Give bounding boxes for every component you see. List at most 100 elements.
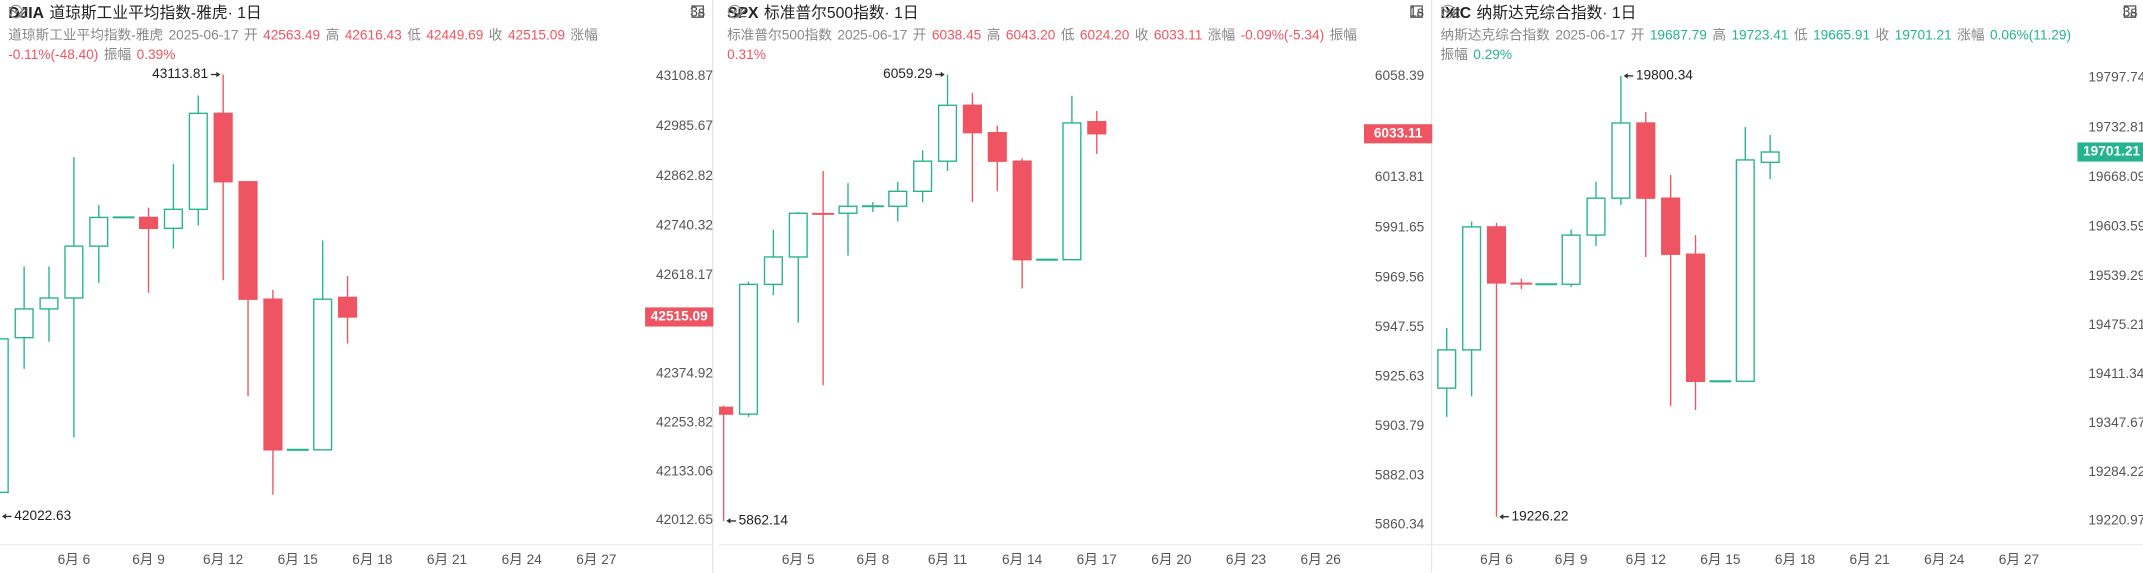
refresh-rate: 3s xyxy=(2122,4,2138,21)
y-tick-label: 5969.56 xyxy=(1375,269,1424,284)
extreme-label: 43113.81 xyxy=(152,66,208,81)
quote-changeval: -0.11%(-48.40) xyxy=(8,47,99,63)
candle-body xyxy=(1685,253,1706,382)
quote-highval: 6043.20 xyxy=(1005,28,1056,44)
price-tag xyxy=(1363,124,1433,144)
chart-panel: 6058.39 6013.81 5991.65 5969.56 5947.55 5925.… xyxy=(718,0,1433,573)
x-tick-label: 6月 23 xyxy=(1226,552,1266,567)
chart: 43108.87 42985.67 42862.82 42740.32 42618.17… xyxy=(0,0,714,573)
quote-subname: 道琼斯工业平均指数-雅虎 xyxy=(8,28,164,44)
extreme-label: 6059.29 xyxy=(883,66,932,81)
extreme-label: 5862.14 xyxy=(739,513,789,528)
index-name: 纳斯达克综合指数 xyxy=(1476,5,1603,22)
y-tick-label: 19347.67 xyxy=(2088,415,2143,430)
header-title-row: IXIC 纳斯达克综合指数 · 1日 xyxy=(1441,4,2083,25)
y-tick-label: 42133.06 xyxy=(656,463,713,478)
quote-lowval: 6024.20 xyxy=(1079,28,1130,44)
index-name: 标准普尔500指数 xyxy=(764,5,885,22)
y-tick-label: 42862.82 xyxy=(656,168,713,183)
y-tick-label: 19475.21 xyxy=(2088,317,2143,332)
quote-lowval: 42449.69 xyxy=(426,28,484,44)
quote-high: 高 xyxy=(986,28,1001,44)
quote-close: 收 xyxy=(1875,28,1890,44)
price-tag-label: 42515.09 xyxy=(651,309,708,324)
candle-body xyxy=(738,283,759,415)
y-tick-label: 42985.67 xyxy=(656,118,713,133)
candle-body xyxy=(313,298,333,451)
candle-body xyxy=(213,112,233,183)
y-tick-label: 5882.03 xyxy=(1375,467,1424,482)
header-title-row: SPX 标准普尔500指数 · 1日 xyxy=(727,4,1369,25)
collapse-icon[interactable] xyxy=(8,4,23,19)
x-tick-label: 6月 6 xyxy=(1480,552,1513,567)
extreme-label: 19226.22 xyxy=(1512,508,1569,523)
period: · 1日 xyxy=(884,5,919,22)
extreme-arrow-head xyxy=(1623,73,1628,79)
candle-body xyxy=(337,296,358,318)
collapse-icon[interactable] xyxy=(1441,4,1456,19)
quote-high: 高 xyxy=(325,28,340,44)
candle-body xyxy=(838,205,858,214)
candle-body xyxy=(1437,349,1457,389)
plot xyxy=(718,74,1107,521)
candle-body xyxy=(14,308,34,339)
quote-date: 2025-06-17 xyxy=(1555,28,1626,44)
extreme-arrow-head xyxy=(1499,513,1504,520)
quote-closeval: 19701.21 xyxy=(1894,28,1952,44)
quote-change: 涨幅 xyxy=(1957,28,1985,44)
refresh-rate: 3s xyxy=(690,4,706,21)
y-tick-label: 19220.97 xyxy=(2088,512,2143,527)
collapse-icon[interactable] xyxy=(727,4,742,19)
expand-icon[interactable] xyxy=(1409,4,1424,19)
candle-body xyxy=(1611,122,1631,199)
quote-changeval: -0.09%(-5.34) xyxy=(1240,28,1325,44)
y-tick-label: 5903.79 xyxy=(1375,418,1424,433)
expand-icon[interactable] xyxy=(2122,4,2137,19)
quote-closeval: 6033.11 xyxy=(1153,28,1203,44)
quote-subname: 纳斯达克综合指数 xyxy=(1440,28,1550,44)
quote-change: 涨幅 xyxy=(1207,28,1236,44)
quote-open: 开 xyxy=(912,28,927,44)
candle-body xyxy=(937,104,958,162)
extreme-label: 19800.34 xyxy=(1636,68,1693,83)
y-tick-label: 19797.74 xyxy=(2088,70,2143,85)
quote-highval: 19723.41 xyxy=(1731,28,1789,44)
candle-body xyxy=(1661,197,1681,255)
quote-amplitudeval: 0.29% xyxy=(1473,47,1513,63)
chart-header: IXIC 纳斯达克综合指数 · 1日 纳斯达克综合指数 2025-06-17 开 19687… xyxy=(1441,4,2083,66)
x-tick-label: 6月 9 xyxy=(132,552,165,567)
y-tick-label: 5925.63 xyxy=(1375,369,1424,384)
y-tick-label: 42253.82 xyxy=(656,414,713,429)
candle-body xyxy=(138,216,159,230)
extreme-label: 42022.63 xyxy=(14,508,71,523)
chart-header: SPX 标准普尔500指数 · 1日 标准普尔500指数 2025-06-17 开 6038… xyxy=(727,4,1369,66)
period: · 1日 xyxy=(227,5,262,22)
x-tick-label: 6月 15 xyxy=(278,552,319,567)
candle-body xyxy=(1586,197,1606,236)
x-tick-label: 6月 17 xyxy=(1077,552,1117,567)
y-tick-label: 5947.55 xyxy=(1375,319,1425,334)
header-quote-row: 道琼斯工业平均指数-雅虎 2025-06-17 开 42563.49 高 42616.43… xyxy=(8,4,650,65)
x-tick-label: 6月 24 xyxy=(502,552,543,567)
x-tick-label: 6月 8 xyxy=(857,552,890,567)
quote-low: 低 xyxy=(407,28,421,44)
price-tag xyxy=(645,307,714,327)
expand-icon[interactable] xyxy=(690,4,705,19)
x-tick-label: 6月 27 xyxy=(1999,552,2039,567)
candle-body xyxy=(1486,226,1507,284)
y-tick-label: 42374.92 xyxy=(656,365,713,380)
x-tick-label: 6月 18 xyxy=(352,552,392,567)
candle-body xyxy=(888,190,908,207)
chart-panel: 19797.74 19732.81 19668.09 19603.59 19539.29… xyxy=(1432,0,2143,573)
candle-body xyxy=(64,245,84,299)
y-tick-label: 5991.65 xyxy=(1375,219,1425,234)
chart: 19797.74 19732.81 19668.09 19603.59 19539.29… xyxy=(1432,68,2143,567)
x-tick-label: 6月 9 xyxy=(1555,552,1588,567)
quote-open: 开 xyxy=(1630,28,1645,44)
candle-body xyxy=(1561,234,1581,285)
y-tick-label: 19411.34 xyxy=(2088,366,2143,381)
y-tick-label: 43108.87 xyxy=(656,68,713,83)
x-tick-label: 6月 15 xyxy=(1700,552,1741,567)
candle-body xyxy=(1760,151,1780,164)
quote-closeval: 42515.09 xyxy=(507,28,565,44)
